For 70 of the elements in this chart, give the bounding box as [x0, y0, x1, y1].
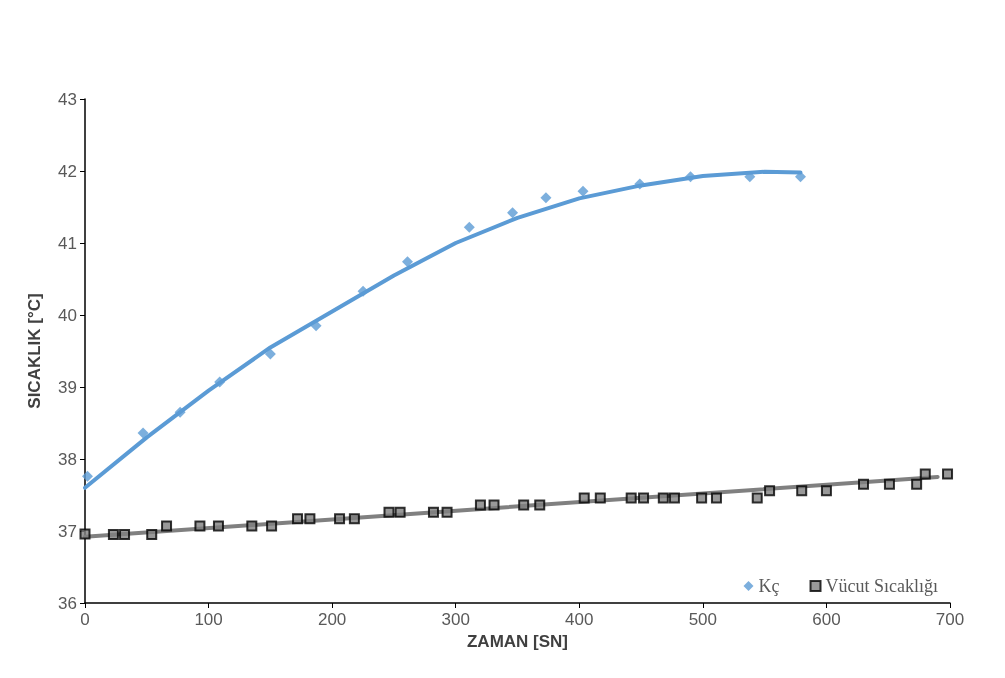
- point: [518, 499, 530, 511]
- x-tick-label: 500: [688, 610, 718, 629]
- y-tick-label: 39: [58, 377, 77, 397]
- point: [796, 485, 808, 497]
- point: [214, 376, 226, 388]
- x-axis-title: ZAMAN [SN]: [466, 631, 569, 651]
- point: [81, 470, 93, 482]
- point: [919, 468, 931, 480]
- y-tick-label: 36: [58, 593, 77, 613]
- point: [820, 485, 832, 497]
- point: [146, 529, 158, 541]
- point: [942, 468, 954, 480]
- y-tick-label: 43: [58, 89, 77, 109]
- point: [668, 492, 680, 504]
- point: [107, 529, 119, 541]
- point: [696, 492, 708, 504]
- point: [79, 528, 91, 540]
- point: [578, 492, 590, 504]
- point: [764, 485, 776, 497]
- y-tick-label: 40: [58, 305, 77, 325]
- point: [751, 492, 763, 504]
- point: [463, 221, 475, 233]
- point: [474, 499, 486, 511]
- point: [264, 348, 276, 360]
- point: [507, 207, 519, 219]
- point: [394, 506, 406, 518]
- point: [577, 185, 589, 197]
- x-tick-label: 0: [80, 610, 90, 629]
- point: [638, 492, 650, 504]
- legend-label: Vücut Sıcaklığı: [825, 576, 938, 596]
- point: [427, 506, 439, 518]
- x-tick-label: 600: [812, 610, 841, 629]
- y-tick-label: 38: [58, 449, 77, 469]
- point: [685, 171, 696, 183]
- point: [710, 492, 722, 504]
- legend-label: Kç: [758, 576, 780, 596]
- x-tick-label: 400: [565, 610, 594, 629]
- point: [161, 520, 173, 532]
- x-tick-label: 100: [194, 610, 223, 629]
- point: [634, 178, 646, 190]
- point: [911, 478, 923, 490]
- point: [534, 499, 546, 511]
- point: [304, 513, 316, 525]
- y-tick-label: 41: [58, 233, 77, 253]
- point: [137, 427, 149, 439]
- x-tick-label: 200: [317, 610, 347, 629]
- y-tick-label: 37: [58, 521, 77, 541]
- point: [194, 520, 206, 532]
- y-tick-label: 42: [58, 161, 77, 181]
- point: [266, 520, 278, 532]
- y-axis-title: SICAKLIK [°C]: [25, 293, 44, 409]
- point: [883, 478, 895, 490]
- point: [334, 513, 346, 525]
- point: [212, 520, 224, 532]
- point: [657, 492, 669, 504]
- point: [402, 256, 414, 268]
- point: [625, 492, 637, 504]
- point: [246, 520, 258, 532]
- x-tick-label: 300: [441, 610, 470, 629]
- point: [540, 192, 552, 204]
- point: [348, 513, 360, 525]
- point: [292, 513, 304, 525]
- point: [119, 529, 131, 541]
- x-tick-label: 700: [935, 610, 965, 629]
- point: [383, 506, 395, 518]
- point: [858, 478, 869, 490]
- point: [594, 492, 606, 504]
- point: [441, 506, 453, 518]
- point: [488, 499, 500, 511]
- point: [174, 406, 186, 418]
